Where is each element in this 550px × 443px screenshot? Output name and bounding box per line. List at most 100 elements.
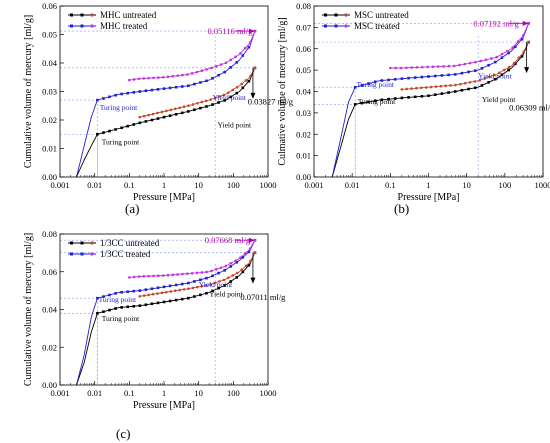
panel-label-a: (a) [125,201,140,216]
p1-series-point-3 [214,64,218,68]
p3-series-point-0 [229,280,233,283]
p2-series-point-0 [473,86,477,90]
p1-x-tick-label: 1 [162,180,166,190]
p1-series-point-3 [132,78,136,81]
p2-x-tick-label: 1 [426,180,430,190]
p2-series-point-2 [500,56,504,59]
p1-series-point-0 [211,103,214,106]
p1-series-point-2 [168,86,172,90]
p3-series-point-0 [241,270,245,274]
p3-series-point-3 [181,272,184,276]
p2-series-point-1 [415,86,418,90]
p1-series-point-1 [227,91,230,94]
p2-legend-marker-0 [344,13,348,17]
p1-x-tick-label: 0.001 [50,180,69,190]
p3-legend-marker-0 [80,241,84,245]
p1-series-point-2 [156,88,160,91]
p3-series-point-3 [161,274,165,277]
p2-series-point-0 [427,94,430,98]
p3-series-point-3 [147,274,150,278]
p3-legend-label-1: 1/3CC treated [100,249,151,259]
p1-series-point-1 [173,107,177,111]
p1-series-point-3 [186,73,189,76]
p1-series-point-1 [204,99,208,103]
p3-annotation-5: Yield point [209,289,243,298]
p2-series-point-0 [387,97,390,101]
p1-series-point-2 [96,98,99,102]
p1-series-point-2 [186,84,190,88]
p3-series-point-1 [178,288,181,292]
p1-series-point-1 [200,100,204,104]
p3-series-point-3 [137,275,141,278]
p3-series-point-3 [205,270,208,274]
p3-plot-frame [59,233,269,386]
p3-series-point-1 [204,284,208,287]
p3-x-tick-label: 100 [227,388,240,398]
p3-series-point-3 [248,247,252,250]
p2-legend-label-1: MSC treated [354,21,400,31]
p3-series-point-0 [126,305,130,309]
p3-max-arrow-head [248,237,255,243]
p3-series-point-0 [108,308,111,312]
p3-series-point-2 [199,278,202,282]
p3-series-point-1 [156,292,159,295]
p3-series-point-2 [241,256,245,259]
p1-series-point-0 [174,112,178,116]
p1-x-tick-label: 1000 [260,180,277,190]
p1-series-point-3 [157,76,160,79]
p3-series-point-1 [235,271,239,275]
panel-label-b: (b) [394,201,410,216]
p2-series-point-3 [420,65,424,69]
p3-series-point-1 [142,294,146,297]
p3-annotation-1: 0.07011 ml/g [240,292,286,302]
p3-series-point-2 [180,282,184,286]
p2-legend-marker-1 [334,24,338,28]
p2-series-point-2 [473,69,477,72]
p1-series-point-2 [120,92,123,96]
p3-series-point-2 [150,287,154,291]
p2-y-tick-label: 0.02 [296,129,311,139]
p3-series-point-1 [222,278,226,282]
p2-legend-marker-1 [344,24,348,28]
p2-series-point-2 [407,76,410,80]
p1-y-tick-label: 0.01 [42,144,57,154]
p1-series-point-0 [168,114,172,118]
p2-series-point-1 [449,84,452,87]
p3-series-point-2 [168,284,172,288]
p2-y-tick-label: 0.00 [296,172,311,182]
p3-series-point-0 [168,299,172,303]
p1-series-point-0 [217,101,220,104]
p2-series-point-3 [522,34,525,37]
p1-series-point-1 [138,115,142,119]
p3-series-point-2 [126,290,130,294]
p2-series-point-1 [454,83,457,87]
p2-series-point-2 [387,78,390,82]
p1-series-point-1 [209,98,212,101]
p2-max-arrow-head [522,20,529,26]
p2-series-point-1 [478,78,482,82]
p3-x-tick-label: 0.001 [50,388,69,398]
p3-y-tick-label: 0.04 [42,305,58,315]
p2-series-point-2 [440,74,444,77]
p3-annotation-0: 0.07668 ml/g [205,235,251,245]
p1-series-point-0 [205,105,208,108]
p1-series-point-1 [244,79,248,82]
p1-series-point-3 [210,66,213,70]
p2-series-point-2 [427,75,430,78]
p3-series-point-3 [128,276,131,279]
p2-series-point-0 [493,77,497,81]
p3-series-point-3 [152,274,155,278]
p3-x-tick-label: 1000 [260,388,277,398]
p2-annotation-5: Yield point [482,95,516,104]
p1-drop-arrow-head [250,92,256,99]
p2-series-point-2 [373,80,377,84]
p2-x-axis-label: Pressure [MPa] [398,192,460,203]
p2-x-tick-label: 0.01 [345,180,360,190]
p3-legend-label-0: 1/3CC untreated [100,238,160,248]
p2-series-point-0 [380,98,384,102]
p2-series-point-0 [513,62,517,66]
p2-y-tick-label: 0.07 [296,22,311,32]
p2-legend-label-0: MSC untreated [354,10,409,20]
p3-annotation-2: Turing point [99,295,137,304]
p1-series-point-2 [193,82,196,86]
